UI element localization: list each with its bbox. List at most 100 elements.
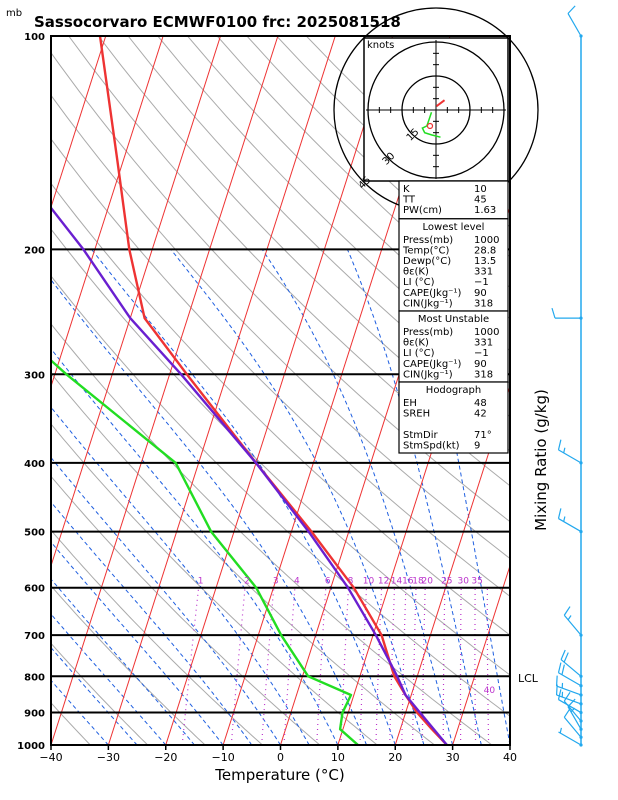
wind-barb-flag	[561, 664, 565, 675]
wind-barb-flag	[560, 649, 566, 660]
panel-row-label: PW(cm)	[403, 205, 442, 216]
panel-row-value: 42	[474, 409, 487, 420]
sounding-series-line-2	[51, 358, 359, 745]
moist-adiabat-line	[51, 406, 310, 745]
panel-row-label: CAPE(Jkg⁻¹)	[403, 359, 461, 370]
chart-title: Sassocorvaro ECMWF0100 frc: 2025081518	[34, 13, 401, 31]
background-grid	[51, 36, 510, 745]
hodograph-marker	[426, 122, 434, 130]
dry-adiabat-line	[51, 475, 321, 745]
dry-adiabat-line	[51, 372, 435, 745]
isotherm-line	[452, 564, 510, 745]
panel-row-value: 90	[474, 359, 487, 370]
panel-row-label: TT	[402, 195, 416, 206]
mixing-ratio-tick-label: 20	[421, 577, 433, 587]
isotherm-line	[51, 36, 164, 389]
moist-adiabat-line	[51, 646, 138, 745]
wind-barbs	[551, 5, 583, 747]
mixing-ratio-line	[261, 587, 275, 745]
mixing-ratio-tick-label: 1	[198, 577, 204, 587]
moist-adiabat-line	[51, 578, 195, 745]
temperature-tick-label: −30	[97, 751, 120, 764]
wind-barb-flag	[567, 5, 576, 14]
wind-barb-half-flag	[559, 727, 563, 734]
panel-row-label: θε(K)	[403, 267, 429, 278]
isotherm-line	[51, 36, 279, 745]
pressure-tick-label: 300	[24, 370, 45, 381]
panel-row-value: −1	[474, 277, 489, 288]
panel-row-label: SREH	[403, 409, 430, 420]
mixing-ratio-tick-label: 14	[391, 577, 403, 587]
temperature-tick-label: −40	[39, 751, 62, 764]
panel-row-label: LI (°C)	[403, 348, 435, 359]
temperature-tick-label: 0	[277, 751, 284, 764]
panel-row-label: EH	[403, 398, 417, 409]
panel-row-label: Press(mb)	[403, 235, 453, 246]
temperature-tick-label: 30	[446, 751, 460, 764]
mixing-ratio-line	[412, 587, 417, 745]
moist-adiabat-line	[51, 279, 368, 745]
wind-barb-shaft	[556, 694, 582, 705]
sounding-profiles	[51, 36, 448, 745]
wind-barb-flag	[557, 439, 562, 450]
pressure-unit-label: mb	[6, 8, 22, 19]
isotherm-line	[165, 36, 394, 745]
wind-barb-shaft	[563, 614, 582, 636]
panel-row-label: CAPE(Jkg⁻¹)	[403, 288, 461, 299]
wind-barb-flag	[557, 662, 562, 673]
wind-barb-flag	[563, 692, 571, 702]
pressure-tick-label: 600	[24, 584, 45, 595]
mixing-ratio-tick-label: 4	[294, 577, 300, 587]
mixing-ratio-tick-label: 8	[348, 577, 354, 587]
panel-row-value: 71°	[474, 430, 492, 441]
mixing-ratio-tick-label: 25	[441, 577, 452, 587]
mixing-ratio-line	[486, 587, 490, 745]
panel-row-label: StmSpd(kt)	[403, 440, 460, 451]
lowest-level-panel-title: Lowest level	[423, 222, 485, 233]
panel-row-label: StmDir	[403, 430, 438, 441]
panel-row-value: 13.5	[474, 256, 496, 267]
mixing-ratio-tick-label: 35	[471, 577, 482, 587]
temperature-tick-label: 20	[388, 751, 402, 764]
hodograph-units: knots	[367, 40, 394, 51]
wind-barb-shaft	[567, 13, 582, 37]
dry-adiabat-line	[51, 94, 510, 560]
dry-adiabat-line	[51, 138, 510, 597]
mixing-ratio-line	[230, 587, 246, 745]
isotherm-line	[51, 36, 221, 568]
indices-panel-box	[398, 180, 509, 220]
hodograph-trace	[421, 112, 441, 138]
dry-adiabat-line	[51, 702, 91, 745]
dry-adiabat-line	[51, 228, 510, 676]
panel-row-value: 48	[474, 398, 487, 409]
mixing-ratio-line	[283, 587, 296, 745]
dry-adiabat-line	[127, 36, 510, 418]
panel-row-value: 331	[474, 338, 493, 349]
panel-row-value: 331	[474, 267, 493, 278]
wind-barb-shaft	[563, 716, 582, 738]
isotherm-line	[51, 36, 107, 209]
moist-adiabat-line	[170, 249, 425, 745]
dry-adiabat-line	[51, 423, 378, 745]
panel-row-value: 45	[474, 195, 487, 206]
wind-barb-shaft	[556, 685, 582, 696]
mixing-ratio-tick-label: 2	[244, 577, 250, 587]
wind-barb-shaft	[560, 659, 582, 677]
panel-row-value: −1	[474, 348, 489, 359]
panel-row-label: Temp(°C)	[402, 245, 450, 256]
panel-row-value: 1.63	[474, 205, 496, 216]
lcl-label: LCL	[518, 672, 539, 685]
hodograph-stats-panel-title: Hodograph	[426, 385, 481, 396]
temperature-tick-label: −10	[211, 751, 234, 764]
temperature-tick-label: 40	[503, 751, 517, 764]
sounding-series-line-1	[98, 36, 448, 745]
dry-adiabat-line	[51, 529, 263, 745]
panel-row-value: 1000	[474, 235, 499, 246]
dry-adiabat-line	[51, 275, 510, 717]
dry-adiabat-line	[51, 642, 149, 745]
panel-row-value: 9	[474, 440, 480, 451]
pressure-tick-label: 1000	[17, 741, 45, 752]
